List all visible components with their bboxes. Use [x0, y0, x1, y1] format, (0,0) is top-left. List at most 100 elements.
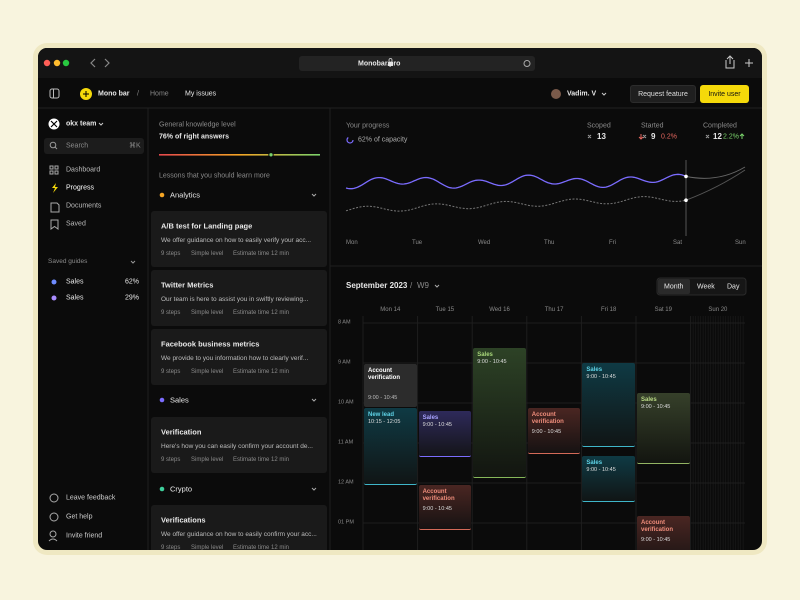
- separator: /: [137, 90, 139, 98]
- view-toggle[interactable]: Month: [664, 283, 684, 290]
- cursor-dot: [684, 174, 688, 179]
- lesson-estimate: Estimate time 12 min: [233, 369, 290, 375]
- day-header: Tue 15: [435, 307, 455, 313]
- stat-change: 0.2%: [661, 133, 677, 141]
- nav-item: Saved: [66, 220, 86, 228]
- lesson-title: Twitter Metrics: [161, 280, 214, 290]
- chart-day: Sun: [735, 240, 746, 246]
- day-header: Sun 20: [708, 307, 728, 313]
- chart-day: Mon: [346, 240, 358, 246]
- lesson-title: Facebook business metrics: [161, 339, 260, 349]
- day-header: Mon 14: [380, 307, 401, 313]
- stat-label: Scoped: [587, 122, 611, 130]
- calendar-event[interactable]: [364, 408, 417, 485]
- request-feature-button[interactable]: Request feature: [630, 85, 696, 103]
- stat-change: 2.2%: [723, 133, 739, 141]
- event-time: 9:00 - 10:45: [586, 374, 616, 380]
- lesson-card[interactable]: [151, 417, 327, 473]
- calendar-event[interactable]: [637, 516, 690, 550]
- calendar-event[interactable]: [582, 363, 635, 447]
- lesson-steps: 9 steps: [161, 369, 181, 375]
- stat-value: 12: [713, 132, 722, 141]
- event-title: Sales: [477, 352, 493, 358]
- saved-percent: 62%: [125, 278, 140, 286]
- progress-title: Your progress: [346, 122, 390, 130]
- hour-label: 11 AM: [338, 439, 354, 446]
- group-name: Crypto: [170, 484, 193, 494]
- saved-name: Sales: [66, 278, 84, 286]
- event-title: Sales: [641, 397, 657, 403]
- group-name: Sales: [170, 395, 189, 405]
- calendar-event[interactable]: [418, 411, 472, 457]
- day-header: Fri 18: [601, 307, 617, 313]
- forecast-line: [685, 169, 746, 201]
- lesson-level: Simple level: [191, 545, 224, 550]
- calendar-event[interactable]: [582, 456, 635, 502]
- hour-label: 01 PM: [338, 519, 354, 526]
- lesson-steps: 9 steps: [161, 545, 181, 550]
- calendar-event[interactable]: [364, 364, 417, 407]
- hour-label: 9 AM: [338, 359, 351, 366]
- lesson-estimate: Estimate time 12 min: [233, 251, 290, 257]
- event-title: Sales: [422, 415, 439, 421]
- chart-day: Wed: [478, 240, 491, 246]
- nav-item: Progress: [66, 184, 95, 192]
- lesson-steps: 9 steps: [161, 251, 181, 257]
- event-title: Account verification: [422, 489, 455, 502]
- calendar-week: W9: [417, 281, 429, 290]
- calendar-event[interactable]: [527, 408, 581, 454]
- view-toggle[interactable]: Day: [727, 283, 740, 290]
- lesson-estimate: Estimate time 12 min: [233, 310, 290, 316]
- nav-item: Documents: [66, 202, 102, 210]
- footer-link: Leave feedback: [66, 494, 116, 502]
- shortcut: ⌘K: [129, 142, 141, 150]
- hour-label: 12 AM: [338, 479, 354, 486]
- day-header: Sat 19: [654, 307, 672, 313]
- calendar-month: September 2023: [346, 281, 408, 290]
- chart-day: Sat: [673, 240, 683, 246]
- forecast-line: [685, 166, 746, 179]
- lesson-level: Simple level: [191, 251, 224, 257]
- nav-item: Dashboard: [66, 166, 101, 174]
- group-name: Analytics: [170, 190, 201, 200]
- lesson-steps: 9 steps: [161, 457, 181, 463]
- separator: /: [410, 281, 413, 290]
- lesson-title: A/B test for Landing page: [161, 221, 253, 231]
- event-title: Account verification: [531, 412, 564, 425]
- calendar-event[interactable]: [418, 485, 472, 530]
- invite-button[interactable]: Invite user: [700, 85, 749, 103]
- search: Search: [66, 142, 89, 150]
- saved-name: Sales: [66, 294, 84, 302]
- event-time: 9:00 - 10:45: [368, 395, 398, 401]
- lesson-description: Here's how you can easily confirm your a…: [161, 442, 313, 450]
- day-header: Thu 17: [544, 307, 564, 313]
- event-time: 9:00 - 10:45: [641, 537, 671, 543]
- lesson-card[interactable]: [151, 211, 327, 267]
- team-name: okx team: [66, 120, 97, 128]
- cursor-dot: [684, 198, 688, 203]
- lesson-description: We offer guidance on how to easily verif…: [161, 236, 312, 244]
- day-header: Wed 16: [489, 307, 510, 313]
- stat-value: 9: [651, 132, 656, 141]
- stat-value: 13: [597, 132, 606, 141]
- chart-day: Thu: [544, 240, 555, 246]
- breadcrumb: Home: [150, 90, 169, 98]
- lesson-card[interactable]: [151, 505, 327, 550]
- calendar-event[interactable]: [473, 348, 526, 478]
- view-toggle[interactable]: Week: [697, 283, 715, 290]
- event-time: 9:00 - 10:45: [422, 422, 452, 428]
- chart-day: Fri: [609, 240, 616, 246]
- lesson-card[interactable]: [151, 270, 327, 326]
- lesson-description: Our team is here to assist you in swiftl…: [161, 295, 309, 303]
- level-label: General knowledge level: [159, 121, 236, 129]
- event-title: Account verification: [641, 520, 674, 533]
- event-time: 9:00 - 10:45: [422, 506, 452, 512]
- lesson-description: We provide to you information how to cle…: [161, 354, 309, 362]
- lesson-title: Verification: [161, 427, 202, 437]
- decor: [38, 48, 762, 550]
- browser-window: Monobar.pro Mono bar Home / My issues Vadim. …: [38, 48, 762, 550]
- event-time: 9:00 - 10:45: [477, 359, 507, 365]
- lesson-card[interactable]: [151, 329, 327, 385]
- calendar-event[interactable]: [637, 393, 690, 464]
- event-time: 9:00 - 10:45: [531, 429, 562, 435]
